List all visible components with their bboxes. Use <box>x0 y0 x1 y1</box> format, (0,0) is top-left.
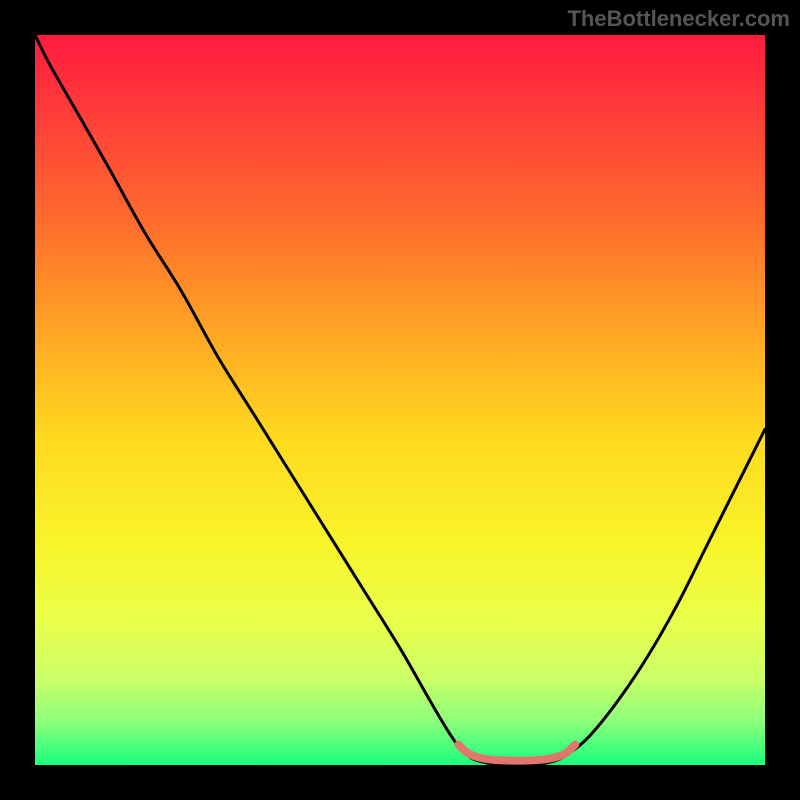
plot-area <box>35 35 765 765</box>
chart-container: TheBottlenecker.com <box>0 0 800 800</box>
watermark-text: TheBottlenecker.com <box>567 6 790 32</box>
chart-svg <box>35 35 765 765</box>
gradient-background <box>35 35 765 765</box>
